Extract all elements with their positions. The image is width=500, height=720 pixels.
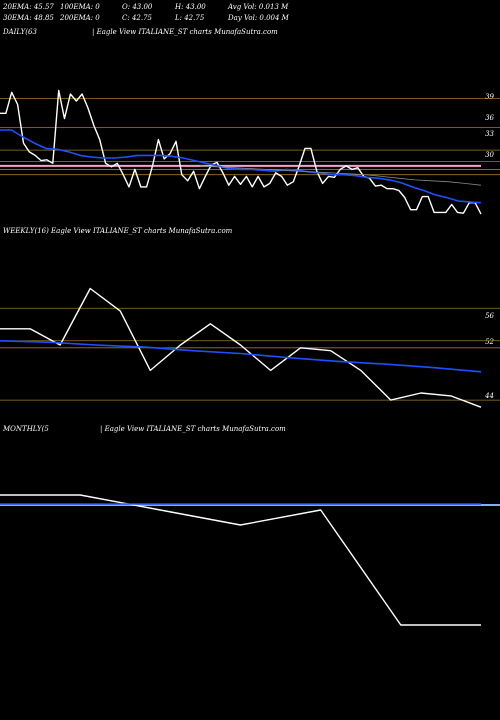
open-readout: O: 43.00: [122, 3, 153, 11]
daily-panel-title: | Eagle View ITALIANE_ST charts MunafaSu…: [92, 28, 278, 36]
ema100-readout: 100EMA: 0: [60, 3, 100, 11]
weekly-ema-series: [0, 340, 482, 373]
ema200-readout: 200EMA: 0: [60, 14, 100, 22]
daily-price-series: [0, 89, 482, 215]
weekly-tick-label: 44: [485, 392, 494, 400]
weekly-tick-label: 56: [485, 312, 494, 320]
daily-panel-label: DAILY(63: [3, 28, 37, 36]
daily-tick-label: 36: [485, 114, 494, 122]
avg-volume-readout: Avg Vol: 0.013 M: [228, 3, 289, 11]
monthly-panel-label: MONTHLY(5: [3, 425, 49, 433]
close-readout: C: 42.75: [122, 14, 152, 22]
low-readout: L: 42.75: [175, 14, 205, 22]
monthly-price-series: [0, 494, 481, 626]
weekly-price-series: [0, 287, 482, 408]
ema20-readout: 20EMA: 45.57: [3, 3, 54, 11]
day-volume-readout: Day Vol: 0.004 M: [228, 14, 289, 22]
weekly-panel-label: WEEKLY(16) Eagle View ITALIANE_ST charts…: [3, 227, 233, 235]
daily-tick-label: 39: [485, 93, 494, 101]
daily-gray-series: [199, 165, 482, 186]
daily-tick-label: 30: [485, 151, 494, 159]
weekly-tick-label: 52: [485, 338, 494, 346]
ema30-readout: 30EMA: 48.85: [3, 14, 54, 22]
daily-tick-label: 33: [485, 130, 494, 138]
monthly-panel-title: | Eagle View ITALIANE_ST charts MunafaSu…: [100, 425, 286, 433]
daily-ema-series: [0, 129, 482, 204]
high-readout: H: 43.00: [175, 3, 206, 11]
